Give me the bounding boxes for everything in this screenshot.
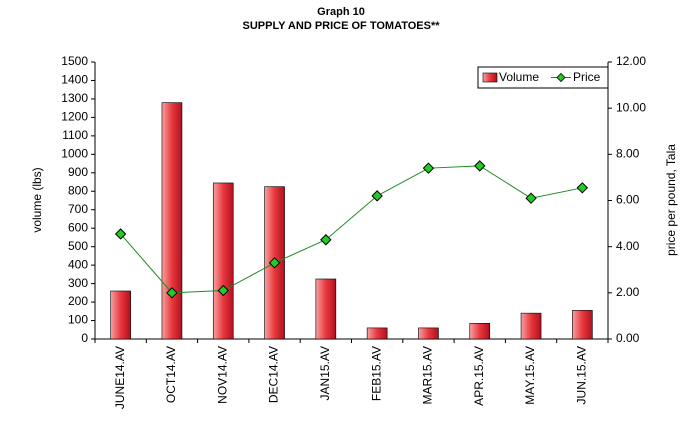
y2-tick-label: 8.00	[616, 147, 640, 161]
price-marker	[166, 287, 178, 299]
y-tick-label: 700	[68, 202, 88, 216]
y-tick-label: 1200	[61, 110, 88, 124]
x-tick-label: DEC14.AV	[267, 346, 281, 403]
y-tick-label: 300	[68, 276, 88, 290]
y2-tick-label: 4.00	[616, 239, 640, 253]
x-tick-label: JAN15.AV	[318, 346, 332, 400]
legend-label: Price	[573, 70, 601, 84]
y-tick-label: 800	[68, 183, 88, 197]
bar	[469, 323, 491, 340]
x-tick-label: OCT14.AV	[164, 346, 178, 403]
bar	[110, 290, 131, 340]
y-tick-label: 1000	[61, 147, 88, 161]
price-marker	[320, 234, 332, 246]
y2-axis-title: price per pound, Tala	[664, 144, 678, 256]
y-tick-label: 400	[68, 257, 88, 271]
price-marker	[576, 182, 589, 194]
x-tick-label: FEB15.AV	[369, 346, 383, 401]
price-marker	[268, 257, 281, 269]
y-tick-label: 900	[68, 165, 88, 179]
y-axis-title: volume (lbs)	[30, 167, 44, 232]
price-marker	[371, 190, 383, 202]
chart-title: Graph 10	[317, 6, 365, 18]
y2-tick-label: 6.00	[616, 193, 640, 207]
y-tick-label: 200	[68, 294, 88, 308]
bar	[315, 278, 337, 340]
legend-label: Volume	[499, 70, 539, 84]
y-tick-label: 500	[68, 239, 88, 253]
x-tick-label: JUN.15.AV	[575, 346, 589, 404]
x-tick-label: JUNE14.AV	[113, 346, 127, 409]
x-tick-label: APR.15.AV	[472, 346, 486, 406]
bar	[161, 102, 183, 340]
x-tick-label: MAR15.AV	[421, 346, 435, 404]
bar	[418, 327, 439, 340]
legend-marker	[556, 72, 566, 83]
bar	[520, 312, 542, 340]
y-tick-label: 1400	[61, 73, 88, 87]
bar	[572, 310, 593, 340]
x-tick-label: MAY.15.AV	[523, 346, 537, 405]
price-marker	[422, 162, 435, 174]
price-marker	[474, 160, 486, 172]
price-line	[120, 165, 583, 294]
price-marker	[525, 192, 537, 204]
price-marker	[114, 228, 127, 240]
x-tick-label: NOV14.AV	[215, 346, 229, 404]
y-tick-label: 1500	[61, 54, 88, 68]
legend-box	[477, 66, 609, 89]
chart-subtitle: SUPPLY AND PRICE OF TOMATOES**	[242, 20, 440, 32]
y-tick-label: 0	[81, 331, 88, 345]
y2-tick-label: 12.00	[616, 54, 646, 68]
legend-swatch	[482, 72, 498, 83]
bar	[212, 182, 234, 340]
y2-tick-label: 10.00	[616, 100, 646, 114]
y-tick-label: 600	[68, 220, 88, 234]
y-tick-label: 1100	[62, 128, 88, 142]
y2-tick-label: 2.00	[616, 285, 640, 299]
y-tick-label: 100	[68, 313, 88, 327]
y2-tick-label: 0.00	[616, 331, 640, 345]
y-tick-label: 1300	[61, 91, 88, 105]
bar	[366, 327, 388, 340]
price-marker	[217, 284, 229, 297]
